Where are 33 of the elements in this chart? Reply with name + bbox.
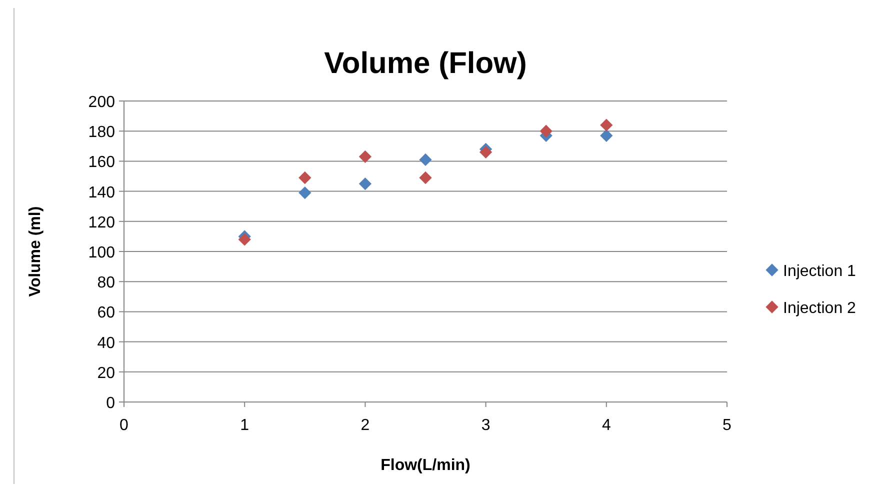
y-tick-label: 0 xyxy=(106,395,116,412)
y-tick-label: 80 xyxy=(97,274,116,292)
point xyxy=(419,153,432,166)
chart-title: Volume (Flow) xyxy=(324,47,527,80)
x-tick-label: 2 xyxy=(360,417,370,434)
legend-label: Injection 1 xyxy=(783,263,856,280)
x-tick-label: 1 xyxy=(240,417,250,434)
point xyxy=(298,186,312,200)
y-tick-label: 40 xyxy=(97,334,116,352)
x-tick-label: 0 xyxy=(120,417,129,434)
x-tick-label: 4 xyxy=(602,417,611,434)
x-axis-title: Flow(L/min) xyxy=(380,457,470,474)
point xyxy=(298,171,312,184)
y-tick-label: 120 xyxy=(88,214,116,232)
x-tick-label: 5 xyxy=(722,417,732,434)
point xyxy=(600,129,613,142)
y-tick-label: 140 xyxy=(88,184,116,202)
point xyxy=(540,124,552,138)
legend-label: Injection 2 xyxy=(783,300,856,317)
y-axis-title: Volume (ml) xyxy=(27,206,44,297)
y-tick-label: 160 xyxy=(88,154,116,172)
y-tick-label: 180 xyxy=(88,124,116,142)
y-tick-label: 20 xyxy=(97,364,116,382)
point xyxy=(358,150,372,164)
point xyxy=(238,233,251,246)
point xyxy=(600,118,613,132)
y-tick-label: 100 xyxy=(88,244,116,262)
y-tick-label: 200 xyxy=(88,94,116,111)
point xyxy=(479,146,492,158)
x-tick-label: 3 xyxy=(481,417,490,434)
point xyxy=(358,177,372,190)
y-tick-label: 60 xyxy=(97,304,116,322)
point xyxy=(419,171,432,184)
